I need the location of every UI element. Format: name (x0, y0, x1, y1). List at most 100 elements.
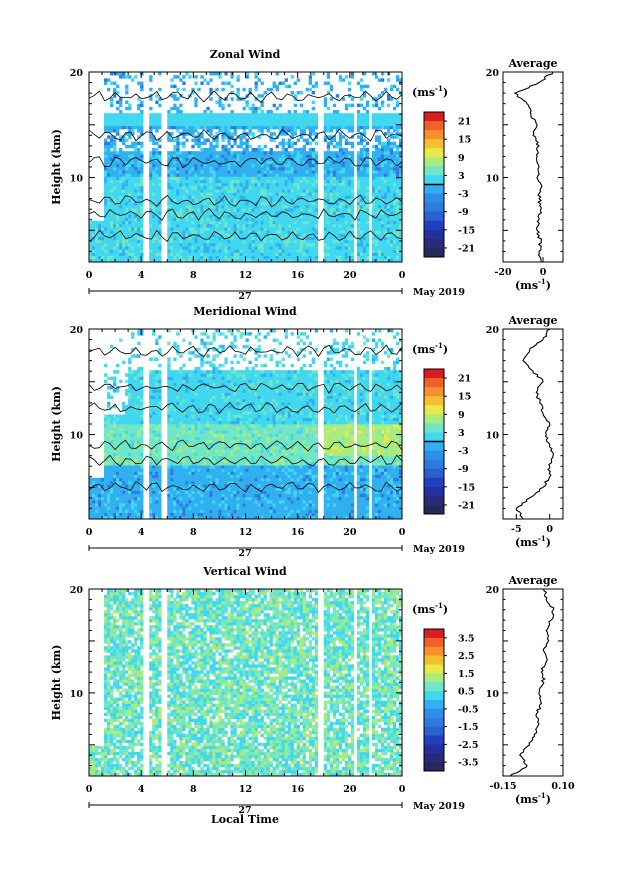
colorbar-unit: (ms-1) (412, 601, 448, 616)
y-tick-label: 10 (70, 431, 84, 442)
chart-panel-zonal: Zonal Wind 0 4 8 12 16 20 0 27 May 2019 20 10 Height… (50, 48, 564, 302)
profile-y-tick-label: 10 (486, 689, 500, 700)
date-axis-marks (88, 288, 403, 294)
colorbar-segment (424, 450, 444, 461)
colorbar-segment (424, 202, 444, 213)
y-tick-label: 20 (70, 68, 84, 79)
colorbar-segment (424, 637, 444, 648)
profile-x-label-base: (ms (515, 793, 538, 806)
colorbar-unit-exp: -1 (435, 84, 443, 93)
colorbar-tick-label: 21 (458, 117, 471, 128)
colorbar-segment (424, 423, 444, 433)
colorbar-segment (424, 459, 444, 470)
zero-contours (88, 89, 403, 243)
x-tick-label: 0 (399, 527, 406, 538)
colorbar-unit-exp: -1 (435, 601, 443, 610)
contour-line (88, 439, 403, 452)
profile-x-tick-label: 0 (546, 524, 553, 535)
colorbar-unit-close: ) (443, 343, 448, 356)
colorbar-segment (424, 753, 444, 763)
colorbar-segment (424, 175, 444, 185)
x-tick-label: 12 (239, 784, 252, 795)
colorbar-tick-label: -21 (458, 500, 475, 511)
date-axis-marks (88, 802, 403, 808)
colorbar-tick-label: -2.5 (458, 740, 478, 751)
date-label: 27 (238, 291, 251, 302)
colorbar-tick-label: -3 (458, 446, 469, 457)
y-tick-label: 20 (70, 585, 84, 596)
heatmap-cells (89, 72, 403, 263)
x-axis: 0 4 8 12 16 20 0 27 May 2019 Local Time (86, 589, 465, 826)
x-tick-label: 12 (239, 270, 252, 281)
x-tick-label: 0 (399, 784, 406, 795)
profile-x-label-exp: -1 (538, 534, 546, 543)
chart-panel-vertical: Vertical Wind 0 4 8 12 16 20 0 27 May 2019 Local T… (50, 565, 575, 826)
colorbar-unit-base: (ms (412, 603, 435, 616)
x-tick-label: 4 (138, 527, 145, 538)
colorbar-unit: (ms-1) (412, 84, 448, 99)
profile-frame (502, 328, 564, 520)
profile-y-tick-label: 20 (486, 68, 500, 79)
colorbar-tick-label: 3 (458, 428, 465, 439)
colorbar-unit-close: ) (443, 86, 448, 99)
colorbar-segment (424, 655, 444, 665)
colorbar-tick-label: 3 (458, 171, 465, 182)
x-tick-label: 4 (138, 270, 145, 281)
colorbar-segment (424, 184, 444, 194)
zero-contours (88, 344, 403, 493)
profile-x-tick-label: -0.15 (489, 781, 516, 792)
colorbar-segment (424, 646, 444, 657)
profile-y-tick-label: 20 (486, 325, 500, 336)
colorbar-tick-label: 15 (458, 392, 471, 403)
month-label: May 2019 (413, 544, 465, 555)
colorbar-segment (424, 396, 444, 406)
colorbar-tick-label: 9 (458, 153, 465, 164)
colorbar: 21 15 9 3 -3 -9 -15 -21 (ms-1) (412, 341, 475, 515)
colorbar-segment (424, 211, 444, 222)
colorbar-segment (424, 148, 444, 158)
colorbar-segment (424, 166, 444, 176)
colorbar: 3.5 2.5 1.5 0.5 -0.5 -1.5 -2.5 -3.5 (ms-1) (412, 601, 478, 772)
x-tick-label: 16 (291, 784, 305, 795)
colorbar-segment (424, 378, 444, 388)
colorbar-tick-label: -3.5 (458, 758, 478, 769)
profile-y-tick-label: 10 (486, 174, 500, 185)
profile-y-tick-label: 10 (486, 431, 500, 442)
colorbar-frame (423, 628, 445, 772)
y-tick-label: 10 (70, 689, 84, 700)
colorbar-unit-base: (ms (412, 86, 435, 99)
colorbar-unit-exp: -1 (435, 341, 443, 350)
colorbar-tick-label: -15 (458, 225, 475, 236)
x-tick-label: 12 (239, 527, 252, 538)
chart-title: Vertical Wind (202, 565, 287, 578)
colorbar-tick-label: 9 (458, 410, 465, 421)
colorbar-tick-label: 15 (458, 135, 471, 146)
profile-x-label: (ms-1) (515, 534, 551, 549)
profile-title: Average (507, 314, 557, 327)
contour-line (88, 382, 403, 395)
x-tick-label: 8 (190, 527, 197, 538)
colorbar-segment (424, 387, 444, 397)
colorbar-segment (424, 139, 444, 149)
colorbar-segment (424, 708, 444, 719)
colorbar-tick-label: 0.5 (458, 687, 475, 698)
contour-line (88, 207, 403, 221)
colorbar-tick-label: -1.5 (458, 722, 478, 733)
colorbar-segment (424, 717, 444, 728)
colorbar-segment (424, 629, 444, 639)
colorbar-segment (424, 495, 444, 506)
colorbar-segment (424, 193, 444, 204)
x-tick-label: 0 (399, 270, 406, 281)
y-axis-label: Height (km) (50, 386, 63, 462)
profile-x-label-close: ) (546, 536, 551, 549)
colorbar-segment (424, 744, 444, 754)
month-label: May 2019 (413, 801, 465, 812)
colorbar-segment (424, 504, 444, 515)
colorbar-segment (424, 735, 444, 745)
colorbar-segment (424, 762, 444, 772)
colorbar-segment (424, 700, 444, 710)
colorbar-segment (424, 432, 444, 442)
x-axis-label: Local Time (211, 813, 279, 826)
colorbar-segment (424, 229, 444, 240)
